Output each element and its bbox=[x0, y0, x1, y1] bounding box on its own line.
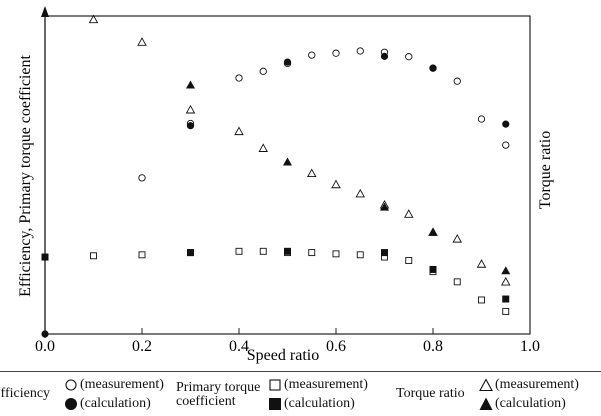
open-circle-point bbox=[405, 53, 413, 61]
filled-square-point bbox=[284, 247, 291, 255]
x-tick-label: 0.6 bbox=[326, 338, 346, 355]
legend-entry-efficiency-measurement: (measurement) bbox=[64, 376, 164, 394]
open-circle-point bbox=[356, 47, 364, 55]
open-triangle-point bbox=[88, 14, 99, 24]
y-axis-label-left: Efficiency, Primary torque coefficient bbox=[17, 55, 34, 297]
x-tick-label: 0.2 bbox=[132, 338, 152, 355]
y-axis-label-right: Torque ratio bbox=[537, 131, 554, 209]
legend-entry-label: (measurement) bbox=[80, 377, 164, 392]
open-square-point bbox=[308, 249, 316, 257]
open-square-point bbox=[478, 296, 485, 304]
open-triangle-point bbox=[137, 37, 147, 46]
open-square-point bbox=[235, 247, 243, 255]
x-tick-label: 0.4 bbox=[229, 338, 249, 355]
open-circle-point bbox=[235, 74, 243, 82]
legend-group-label: Efficiency bbox=[0, 386, 51, 401]
filled-triangle-point bbox=[428, 227, 438, 236]
filled-triangle-point bbox=[186, 80, 195, 89]
open-circle-point bbox=[502, 141, 510, 149]
x-tick-label: 0.8 bbox=[423, 338, 443, 355]
filled-circle-point bbox=[186, 122, 195, 130]
filled-circle-point bbox=[283, 58, 292, 66]
chart: 0.0 0.2 0.4 0.6 0.8 1.0 Speed ratio Efficienc… bbox=[17, 6, 554, 364]
legend-entry-primary-torque-calculation: (calculation) bbox=[268, 395, 355, 413]
open-square-point bbox=[138, 251, 146, 259]
open-circle-point bbox=[138, 174, 146, 182]
open-triangle-point bbox=[403, 209, 414, 218]
x-tick-label: 0.0 bbox=[35, 338, 55, 355]
filled-circle-point bbox=[502, 120, 510, 128]
filled-triangle-icon bbox=[479, 397, 493, 411]
legend-entry-label: (calculation) bbox=[495, 396, 566, 411]
filled-triangle-point bbox=[283, 157, 292, 166]
open-square-icon bbox=[268, 378, 282, 392]
open-triangle-point bbox=[500, 276, 511, 286]
open-square-point bbox=[90, 252, 97, 260]
x-tick-label: 1.0 bbox=[520, 338, 540, 355]
legend-entry-primary-torque-measurement: (measurement) bbox=[268, 376, 368, 394]
open-triangle-point bbox=[355, 188, 366, 198]
filled-triangle-point bbox=[380, 202, 389, 211]
open-triangle-point bbox=[234, 126, 244, 136]
legend-entry-label: (measurement) bbox=[495, 377, 579, 392]
filled-circle-point bbox=[429, 64, 437, 72]
open-square-point bbox=[405, 257, 413, 264]
open-square-point bbox=[356, 251, 364, 259]
legend-entry-label: (calculation) bbox=[284, 396, 355, 411]
open-circle-point bbox=[332, 49, 340, 57]
legend-group-label: Torque ratio bbox=[396, 386, 465, 401]
open-circle-point bbox=[453, 77, 461, 85]
open-circle-point bbox=[308, 51, 316, 59]
filled-square-point bbox=[502, 295, 510, 303]
open-triangle-point bbox=[331, 179, 341, 189]
legend: Efficiency (measurement) (calculation) P… bbox=[0, 371, 601, 416]
legend-entry-efficiency-calculation: (calculation) bbox=[64, 395, 151, 413]
open-square-point bbox=[332, 250, 340, 258]
filled-circle-point bbox=[380, 52, 389, 60]
open-circle-point bbox=[259, 67, 267, 75]
filled-square-icon bbox=[268, 397, 282, 411]
open-square-point bbox=[502, 307, 510, 315]
legend-entry-torque-ratio-calculation: (calculation) bbox=[479, 395, 566, 413]
filled-square-point bbox=[381, 249, 388, 257]
left-axis-arrow-top bbox=[41, 6, 49, 17]
filled-circle-icon bbox=[64, 397, 78, 411]
legend-entry-label: (measurement) bbox=[284, 377, 368, 392]
open-triangle-point bbox=[258, 143, 269, 152]
open-triangle-icon bbox=[479, 378, 493, 392]
legend-entry-label: (calculation) bbox=[80, 396, 151, 411]
legend-entry-torque-ratio-measurement: (measurement) bbox=[479, 376, 579, 394]
open-triangle-point bbox=[306, 168, 317, 178]
open-triangle-point bbox=[452, 233, 463, 243]
open-triangle-point bbox=[185, 104, 196, 114]
filled-square-point bbox=[41, 253, 49, 261]
open-circle-point bbox=[477, 115, 486, 123]
open-circle-icon bbox=[64, 378, 78, 392]
open-triangle-point bbox=[476, 259, 487, 268]
filled-circle-point bbox=[41, 330, 49, 338]
filled-square-point bbox=[429, 265, 437, 273]
open-square-point bbox=[453, 278, 461, 286]
filled-triangle-point bbox=[501, 266, 511, 275]
open-square-point bbox=[259, 247, 267, 255]
filled-square-point bbox=[187, 249, 194, 257]
legend-group-label: Primary torque coefficient bbox=[176, 380, 261, 409]
x-axis-label: Speed ratio bbox=[247, 347, 319, 364]
